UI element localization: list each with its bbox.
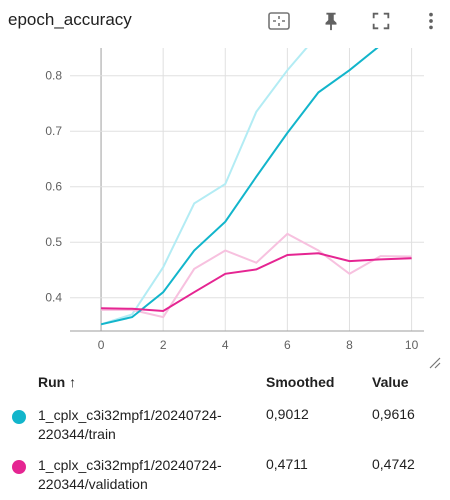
card-header: epoch_accuracy [0, 0, 450, 44]
series-lines [100, 48, 412, 326]
x-tick-label: 10 [405, 338, 419, 352]
run-name: 1_cplx_c3i32mpf1/20240724- 220344/train [38, 407, 222, 442]
y-tick-label: 0.7 [45, 124, 62, 138]
pin-icon[interactable] [318, 8, 344, 34]
series-raw-line [100, 48, 308, 326]
fullscreen-icon[interactable] [368, 8, 394, 34]
more-vert-icon[interactable] [418, 8, 444, 34]
tick-labels: 0 2 4 6 8 10 0.4 0.5 0.6 0.7 0.8 [45, 69, 418, 352]
y-tick-label: 0.6 [45, 180, 62, 194]
series-color-dot [12, 410, 26, 424]
series-smoothed-line [100, 48, 379, 326]
series-smoothed-line [101, 252, 412, 313]
x-tick-label: 8 [346, 338, 353, 352]
resize-handle-icon[interactable] [429, 357, 441, 369]
run-column-header[interactable]: Run ↑ [38, 374, 77, 390]
table-row[interactable]: 1_cplx_c3i32mpf1/20240724- 220344/train … [0, 404, 450, 450]
series-color-dot [12, 460, 26, 474]
grid [70, 48, 424, 332]
smoothed-value: 0,9012 [266, 406, 309, 422]
table-row[interactable]: 1_cplx_c3i32mpf1/20240724- 220344/valida… [0, 454, 450, 500]
value-column-header[interactable]: Value [372, 374, 409, 390]
series-raw-line [101, 232, 412, 319]
x-tick-label: 6 [284, 338, 291, 352]
chart-title: epoch_accuracy [8, 10, 132, 29]
x-tick-label: 4 [222, 338, 229, 352]
x-tick-label: 0 [98, 338, 105, 352]
x-tick-label: 2 [160, 338, 167, 352]
raw-value: 0,9616 [372, 406, 415, 422]
smoothed-value: 0,4711 [266, 456, 308, 472]
raw-value: 0,4742 [372, 456, 415, 472]
fit-domain-icon[interactable] [266, 8, 292, 34]
line-chart[interactable]: 0 2 4 6 8 10 0.4 0.5 0.6 0.7 0.8 [0, 44, 450, 370]
y-tick-label: 0.5 [45, 235, 62, 249]
y-tick-label: 0.8 [45, 69, 62, 83]
smoothed-column-header[interactable]: Smoothed [266, 374, 335, 390]
run-name: 1_cplx_c3i32mpf1/20240724- 220344/valida… [38, 457, 222, 492]
y-tick-label: 0.4 [45, 291, 62, 305]
